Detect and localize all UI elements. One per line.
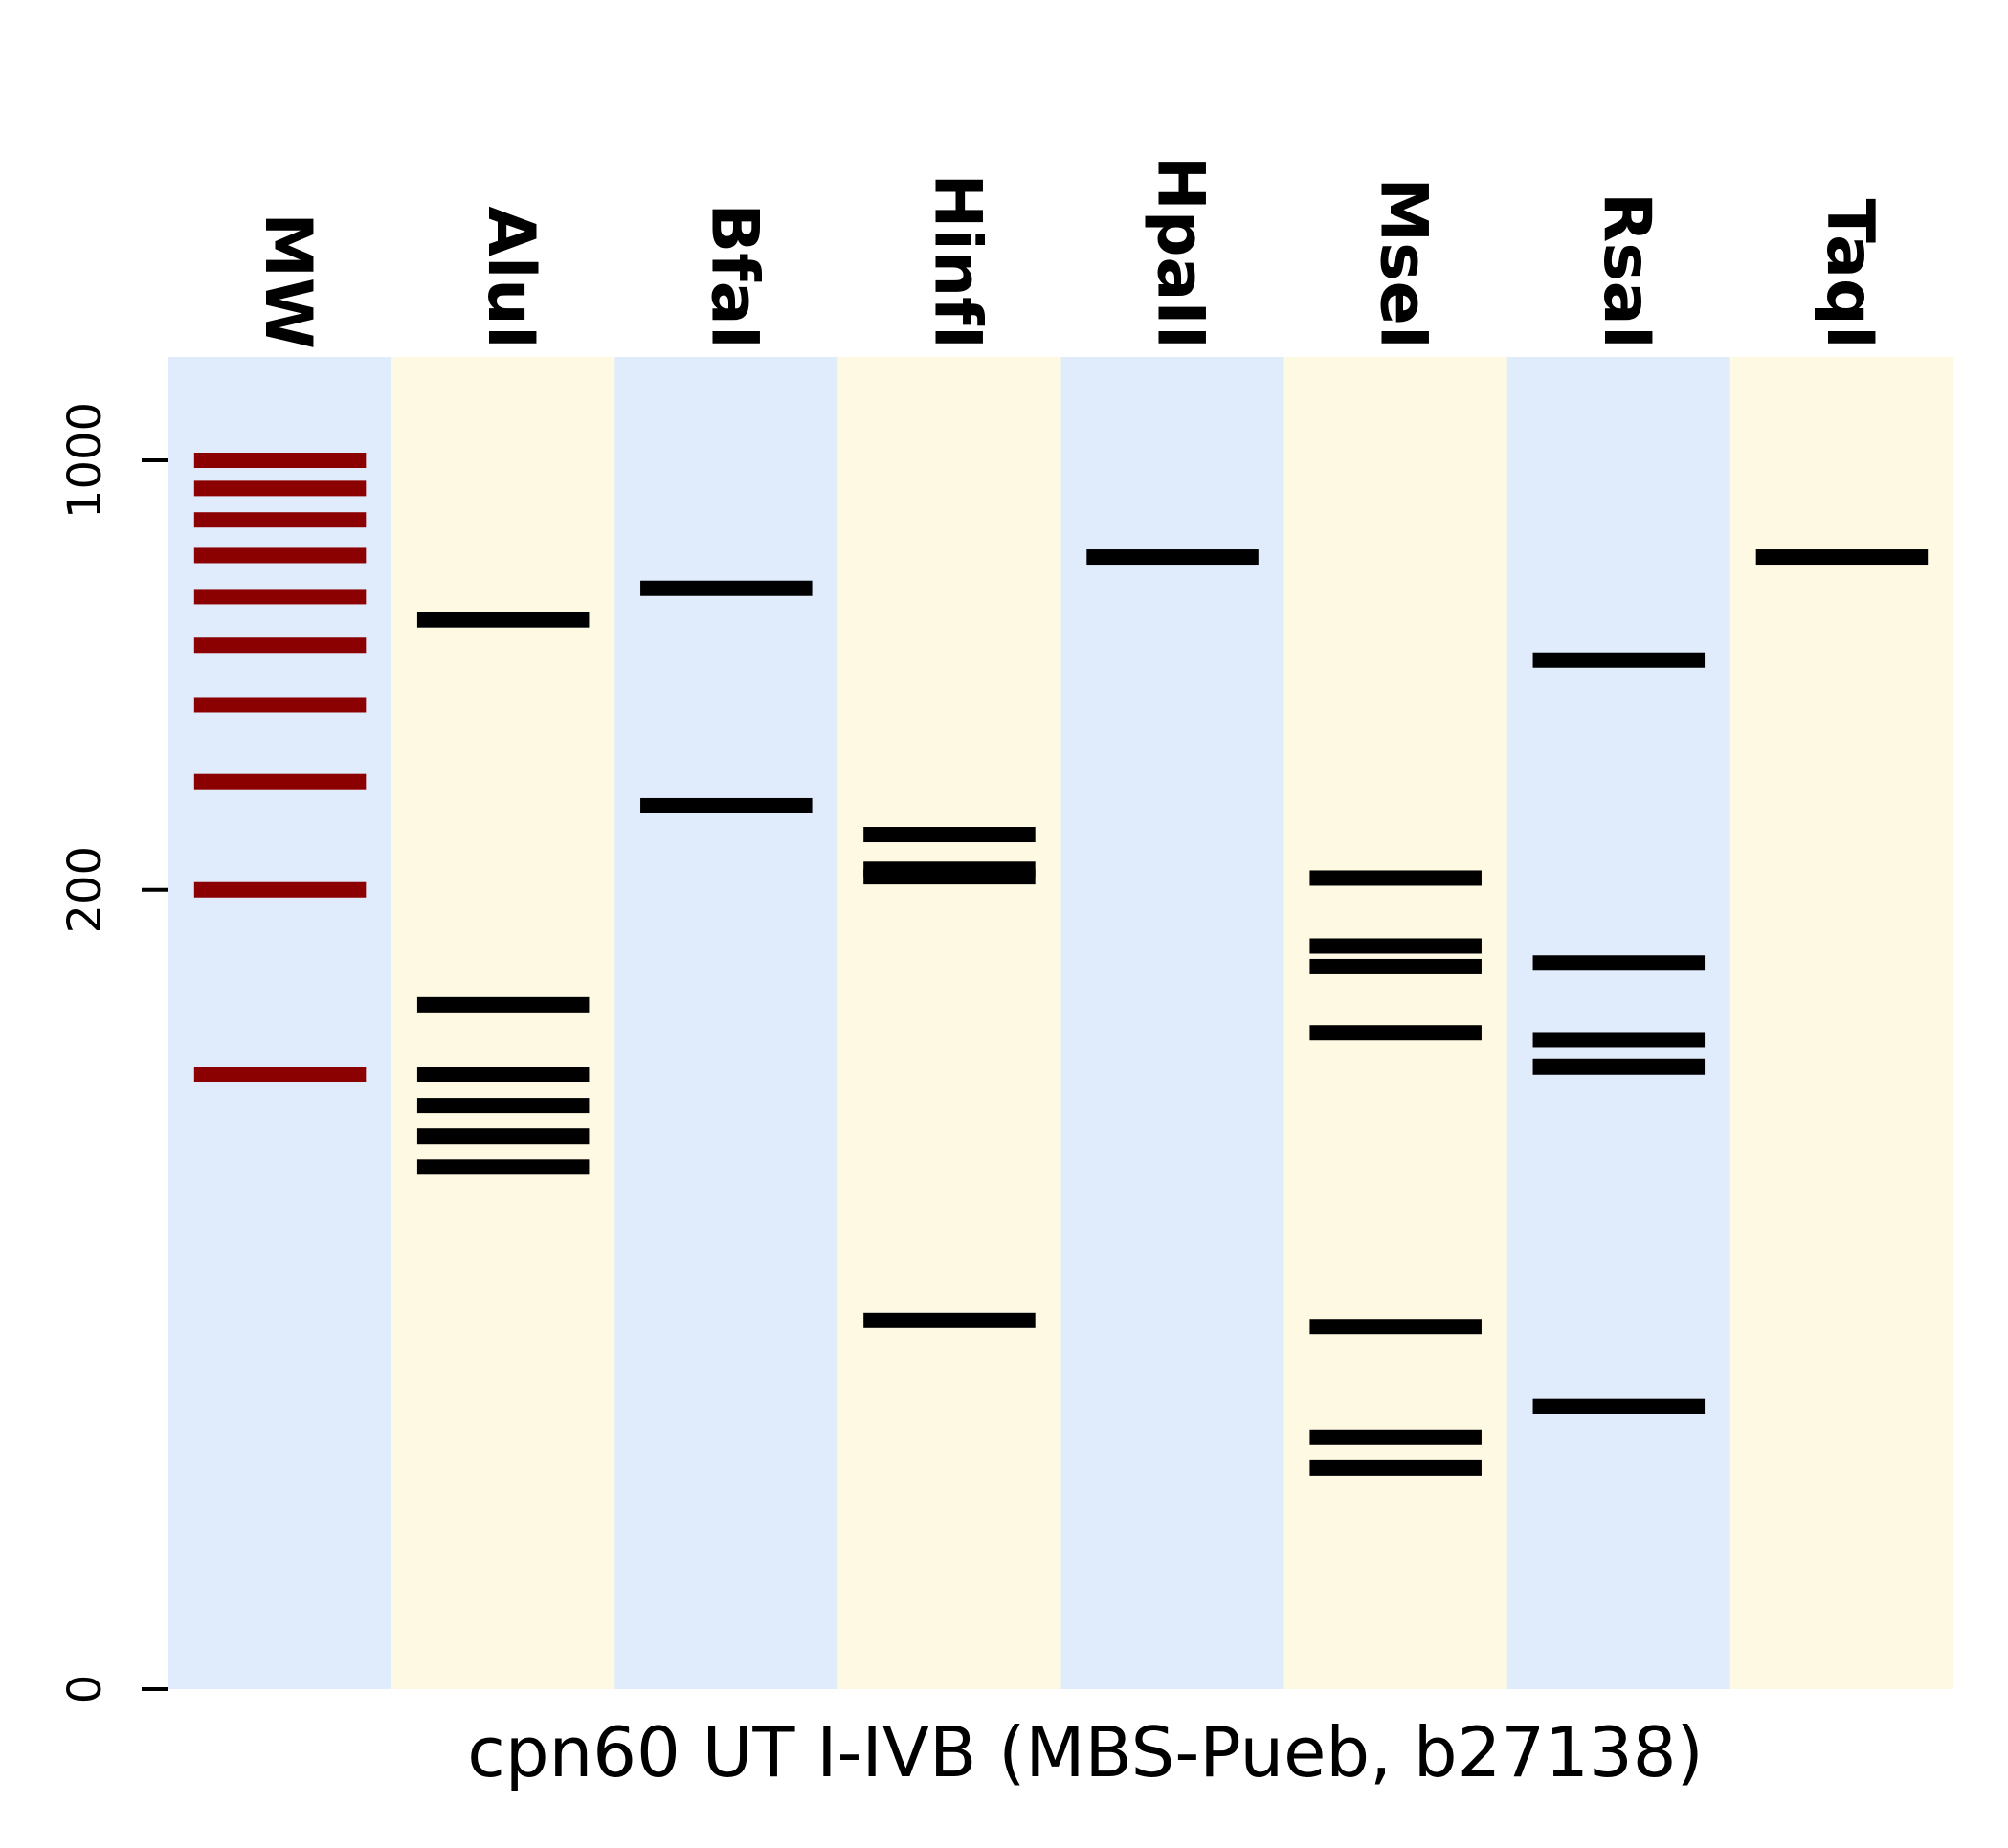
- y-tick-label-1000: 1000: [58, 402, 112, 519]
- band-hinfi-1: [863, 869, 1036, 885]
- band-hinfi-3: [863, 1312, 1036, 1328]
- band-bfai-0: [640, 580, 813, 596]
- bands: [193, 453, 1929, 1476]
- band-hinfi-2: [863, 827, 1036, 843]
- band-mw-2: [193, 512, 367, 528]
- band-alui-1: [416, 996, 590, 1013]
- x-axis-label: cpn60 UT I-IVB (MBS-Pueb, b27138): [467, 1712, 1703, 1792]
- band-msei-4: [1309, 1319, 1482, 1335]
- band-mw-5: [193, 637, 367, 654]
- lane-label-rsai: RsaI: [1589, 192, 1664, 349]
- band-hpaii-0: [1086, 549, 1259, 566]
- band-msei-3: [1309, 1025, 1482, 1041]
- band-msei-6: [1309, 1459, 1482, 1476]
- lane-background-alui: [391, 357, 615, 1689]
- lane-background-taqi: [1729, 357, 1953, 1689]
- band-alui-3: [416, 1098, 590, 1114]
- lane-label-hinfi: HinfI: [919, 173, 994, 349]
- band-mw-9: [193, 1067, 367, 1082]
- lane-background-mw: [168, 357, 392, 1689]
- lane-background-msei: [1283, 357, 1507, 1689]
- lane-label-alui: AluI: [473, 206, 548, 349]
- band-msei-2: [1309, 958, 1482, 974]
- band-msei-1: [1309, 938, 1482, 954]
- band-alui-4: [416, 1128, 590, 1145]
- lane-background-hinfi: [837, 357, 1061, 1689]
- y-tick-label-0: 0: [58, 1675, 112, 1704]
- band-rsai-1: [1532, 955, 1706, 971]
- band-bfai-1: [640, 797, 813, 813]
- band-taqi-0: [1755, 549, 1929, 566]
- band-mw-4: [193, 589, 367, 605]
- y-tick-label-200: 200: [58, 846, 112, 934]
- band-rsai-0: [1532, 652, 1706, 668]
- band-mw-1: [193, 480, 367, 497]
- band-alui-2: [416, 1067, 590, 1082]
- lane-labels: MW AluI BfaI HinfI HpaII MseI RsaI TaqI: [250, 156, 1887, 349]
- lane-background-rsai: [1506, 357, 1730, 1689]
- lane-label-msei: MseI: [1366, 177, 1441, 349]
- lane-label-bfai: BfaI: [696, 203, 771, 349]
- band-mw-6: [193, 697, 367, 713]
- lane-label-taqi: TaqI: [1812, 199, 1887, 349]
- y-axis: 0 200 1000: [58, 402, 168, 1703]
- lane-background-hpaii: [1060, 357, 1284, 1689]
- band-rsai-3: [1532, 1058, 1706, 1075]
- band-rsai-4: [1532, 1398, 1706, 1414]
- band-msei-5: [1309, 1429, 1482, 1445]
- lane-label-hpaii: HpaII: [1143, 156, 1218, 349]
- band-mw-7: [193, 773, 367, 790]
- band-alui-0: [416, 612, 590, 628]
- lane-background-bfai: [614, 357, 838, 1689]
- band-mw-8: [193, 881, 367, 898]
- lane-backgrounds: [168, 357, 1953, 1689]
- band-mw-0: [193, 453, 367, 468]
- band-alui-5: [416, 1159, 590, 1175]
- band-rsai-2: [1532, 1032, 1706, 1048]
- band-mw-3: [193, 547, 367, 564]
- lane-label-mw: MW: [250, 212, 325, 349]
- band-msei-0: [1309, 870, 1482, 886]
